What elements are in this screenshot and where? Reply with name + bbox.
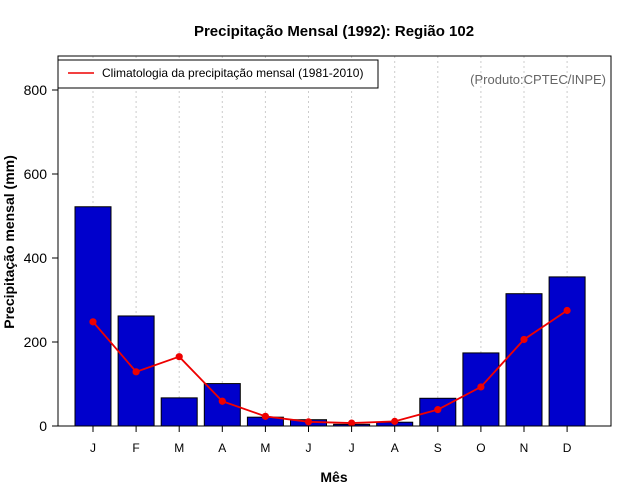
climatology-point-4 <box>218 397 226 405</box>
x-tick-label-6: J <box>306 441 312 455</box>
x-tick-label-1: J <box>90 441 96 455</box>
x-tick-label-11: N <box>520 441 529 455</box>
climatology-series <box>89 306 571 427</box>
climatology-point-7 <box>348 419 356 427</box>
x-axis-label: Mês <box>320 469 347 485</box>
legend-box <box>57 59 379 89</box>
x-tick-label-3: M <box>174 441 184 455</box>
chart-title: Precipitação Mensal (1992): Região 102 <box>194 23 474 40</box>
bar-series <box>74 206 586 427</box>
climatology-point-2 <box>132 368 140 376</box>
x-tick-label-7: J <box>349 441 355 455</box>
x-tick-label-2: F <box>132 441 139 455</box>
climatology-point-3 <box>175 353 183 361</box>
legend: Climatologia da precipitação mensal (198… <box>57 59 379 89</box>
climatology-point-5 <box>261 412 269 420</box>
climatology-point-11 <box>520 335 528 344</box>
bar-1 <box>74 206 112 427</box>
x-tick-label-8: A <box>391 441 399 455</box>
climatology-point-9 <box>434 406 442 414</box>
x-tick-label-4: A <box>218 441 226 455</box>
y-axis-label: Precipitação mensal (mm) <box>1 155 17 329</box>
climatology-line <box>92 309 568 424</box>
vertical-gridlines <box>92 56 568 426</box>
x-tick-label-10: O <box>476 441 485 455</box>
plot-area-frame <box>57 55 612 427</box>
x-tick-label-12: D <box>563 441 572 455</box>
y-axis: 0 200 400 600 800 <box>24 82 58 434</box>
climatology-point-8 <box>391 417 399 425</box>
x-tick-label-5: M <box>260 441 270 455</box>
bar-3 <box>160 397 198 427</box>
climatology-point-10 <box>477 383 485 391</box>
climatology-point-1 <box>89 318 97 326</box>
y-tick-label-3: 400 <box>24 250 48 266</box>
credit-text: (Produto:CPTEC/INPE) <box>470 72 606 87</box>
y-tick-label-4: 600 <box>24 166 48 182</box>
bar-11 <box>505 293 543 427</box>
y-tick-label-2: 200 <box>24 334 48 350</box>
legend-entry-climatology: Climatologia da precipitação mensal (198… <box>102 66 363 80</box>
climatology-point-6 <box>304 418 313 426</box>
y-tick-label-5: 800 <box>24 82 48 98</box>
climatology-point-12 <box>563 306 571 315</box>
x-tick-label-9: S <box>434 441 442 455</box>
bar-12 <box>548 276 586 427</box>
y-tick-label-1: 0 <box>39 418 47 434</box>
